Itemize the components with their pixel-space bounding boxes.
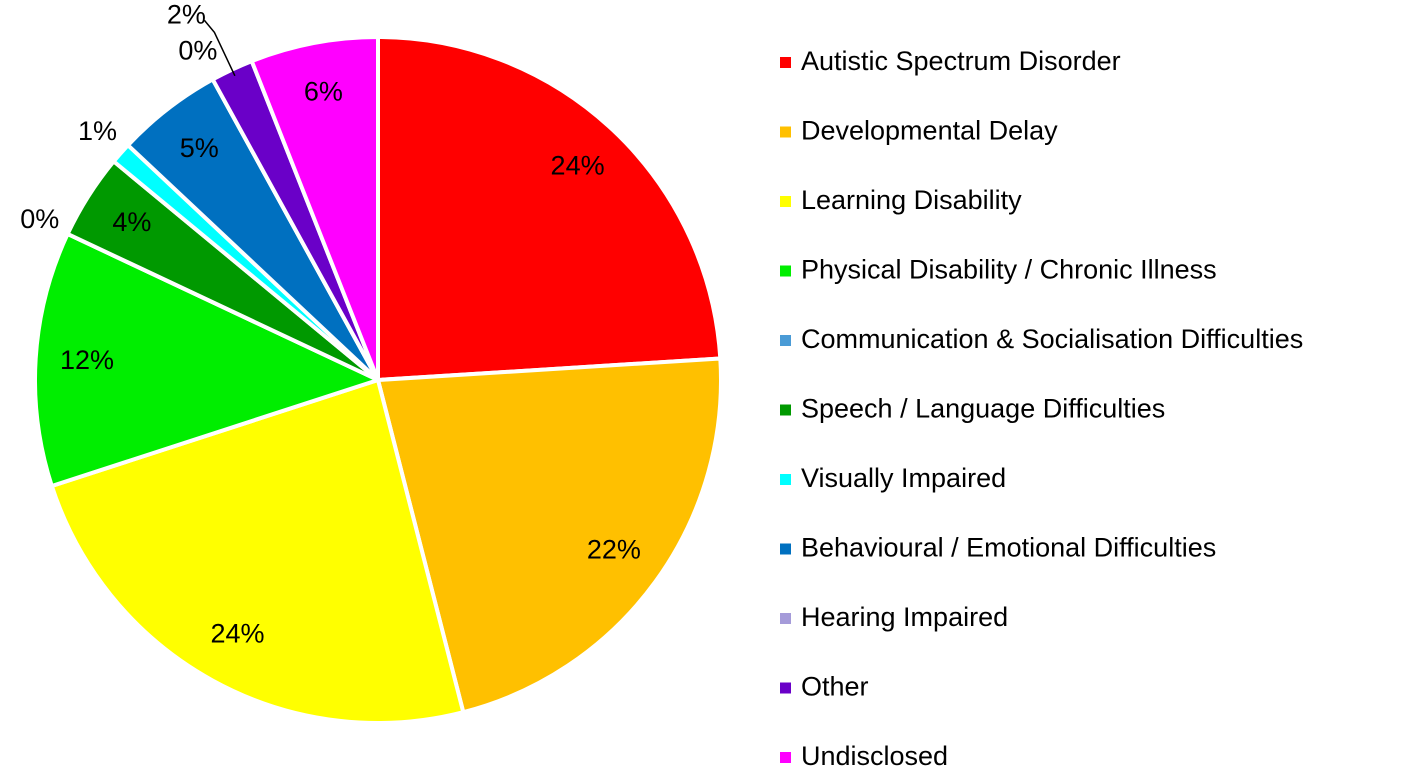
legend-label: Speech / Language Difficulties <box>801 394 1165 424</box>
legend-swatch <box>780 752 791 763</box>
legend-swatch <box>780 543 791 555</box>
legend-swatch <box>780 682 791 694</box>
legend-label: Developmental Delay <box>801 116 1058 146</box>
legend-swatch <box>780 335 791 346</box>
data-label: 6% <box>304 77 343 107</box>
data-label: 2% <box>167 0 206 30</box>
legend-label: Undisclosed <box>801 741 948 771</box>
legend-swatch <box>780 613 791 624</box>
legend-label: Physical Disability / Chronic Illness <box>801 255 1217 285</box>
pie-slice <box>376 35 723 382</box>
data-label: 22% <box>587 534 641 564</box>
legend-swatch <box>780 196 791 207</box>
data-label: 5% <box>180 133 219 163</box>
pie-slice <box>249 35 380 382</box>
legend-label: Behavioural / Emotional Difficulties <box>801 533 1216 563</box>
legend-label: Other <box>801 672 869 702</box>
pie-slice <box>49 378 466 725</box>
data-label: 0% <box>20 204 59 234</box>
leader-line <box>203 19 236 77</box>
data-label: 24% <box>211 619 265 649</box>
data-label: 12% <box>60 345 114 375</box>
legend-label: Hearing Impaired <box>801 602 1008 632</box>
legend-swatch <box>780 57 791 68</box>
data-label: 24% <box>551 151 605 181</box>
data-label: 1% <box>78 116 117 146</box>
data-label: 4% <box>112 207 151 237</box>
legend-swatch <box>780 265 791 277</box>
data-label: 0% <box>178 36 217 66</box>
legend-label: Visually Impaired <box>801 463 1006 493</box>
legend-label: Autistic Spectrum Disorder <box>801 46 1121 76</box>
legend-label: Communication & Socialisation Difficulti… <box>801 324 1303 354</box>
legend-swatch <box>780 404 791 416</box>
legend-swatch <box>780 474 791 485</box>
pie-slice <box>33 231 380 488</box>
legend-swatch <box>780 126 791 138</box>
legend-label: Learning Disability <box>801 185 1022 215</box>
pie-slice <box>376 356 723 715</box>
